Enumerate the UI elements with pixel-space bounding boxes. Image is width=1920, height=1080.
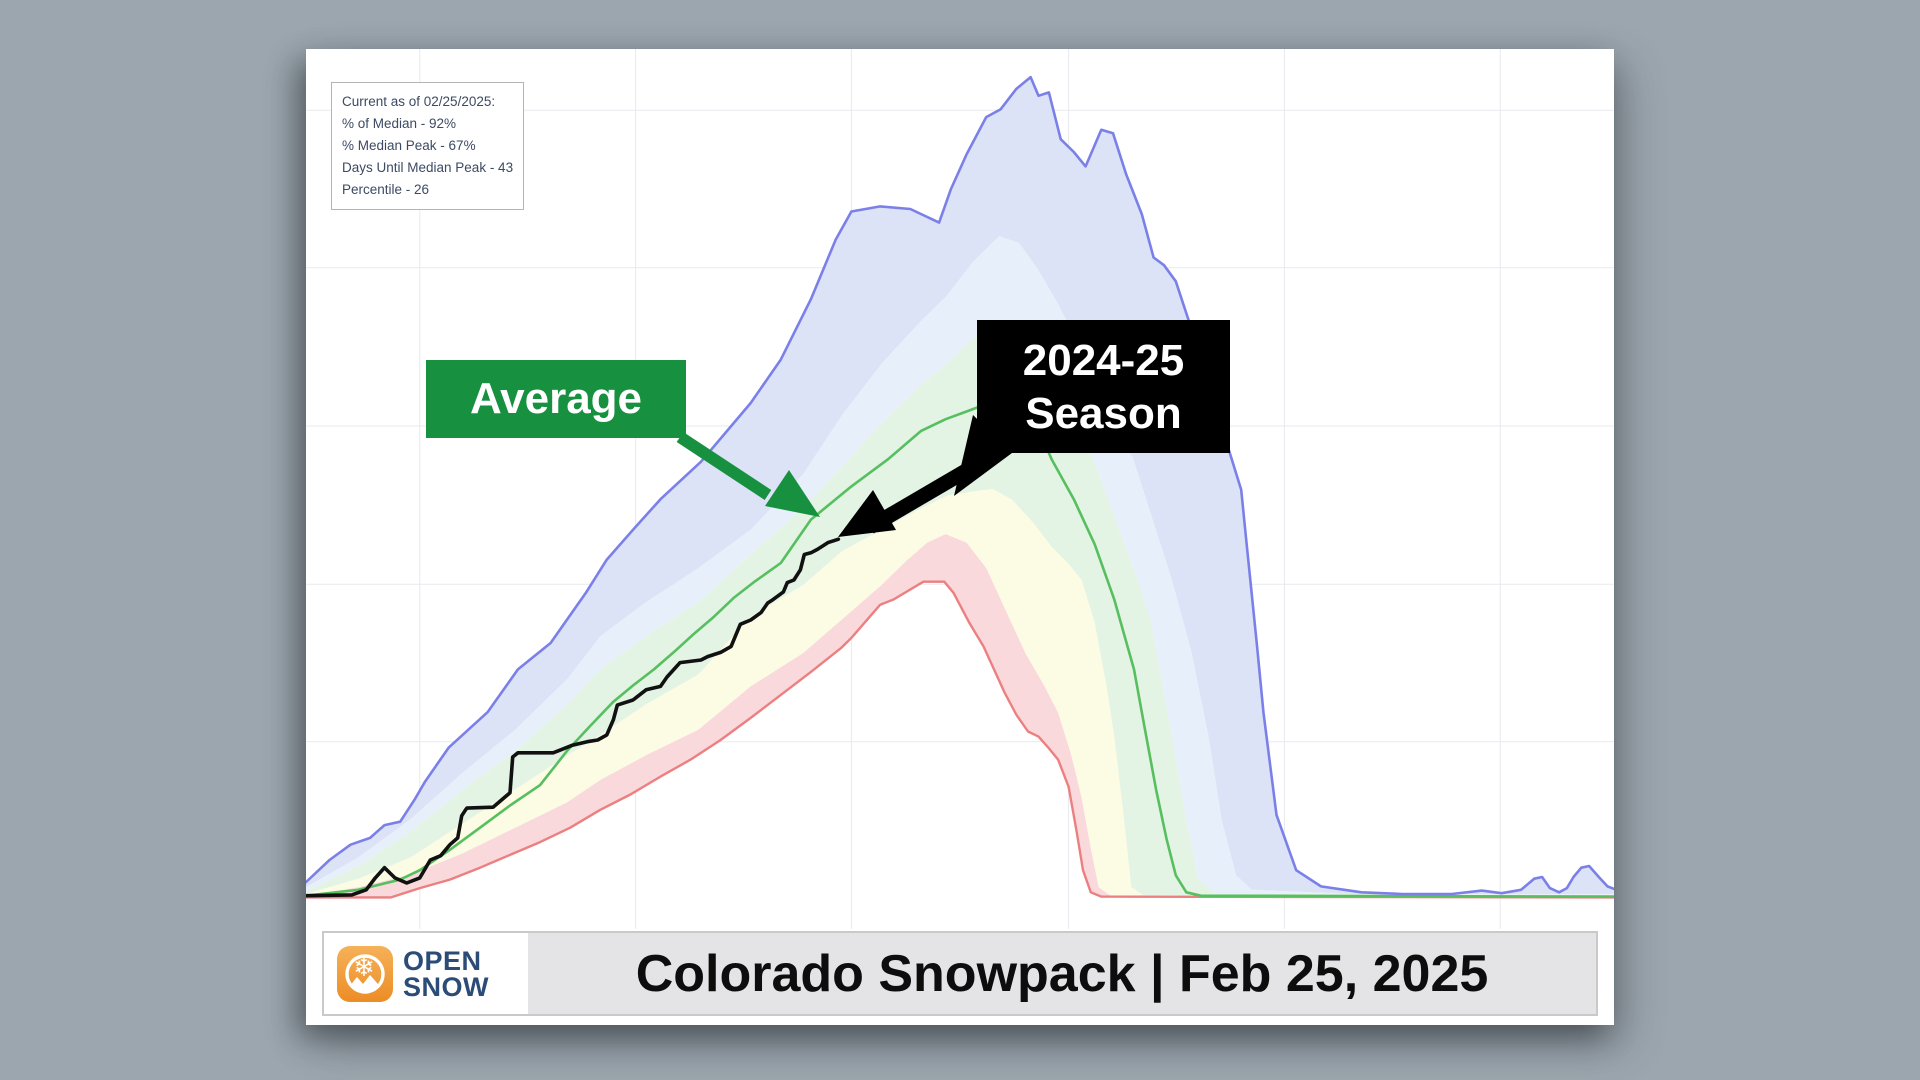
mountain-icon <box>347 974 383 992</box>
opensnow-logo-icon: ❄ <box>337 945 393 1002</box>
info-line-pct-median-peak: % Median Peak - 67% <box>342 138 476 153</box>
season-label: 2024-25 Season <box>977 320 1230 453</box>
footer-title-area: Colorado Snowpack | Feb 25, 2025 <box>528 933 1596 1014</box>
info-line-days-until-peak: Days Until Median Peak - 43 <box>342 160 514 175</box>
footer-bar: ❄ OPEN SNOW Colorado Snowpack | Feb 25, … <box>322 931 1598 1016</box>
chart-panel: Current as of 02/25/2025: % of Median - … <box>306 49 1614 1025</box>
average-arrow <box>676 431 772 501</box>
series-lines <box>306 75 1614 899</box>
info-line-percentile: Percentile - 26 <box>342 182 430 197</box>
snowflake-icon: ❄ <box>353 953 375 983</box>
opensnow-brand: ❄ OPEN SNOW <box>324 933 528 1014</box>
average-arrowhead-icon <box>765 470 820 517</box>
stats-info-box: Current as of 02/25/2025: % of Median - … <box>331 82 525 210</box>
season-arrow <box>866 444 1004 534</box>
chart-title: Colorado Snowpack | Feb 25, 2025 <box>635 944 1489 1003</box>
snowpack-chart <box>306 49 1614 929</box>
brand-line-snow: SNOW <box>403 971 489 1002</box>
average-label: Average <box>426 360 686 438</box>
brand-line-open: OPEN <box>403 945 482 976</box>
info-line-pct-median: % of Median - 92% <box>342 116 457 131</box>
season-arrowhead-icon <box>838 490 896 537</box>
opensnow-wordmark: OPEN SNOW <box>403 945 489 1002</box>
info-line-date: Current as of 02/25/2025: <box>342 94 496 109</box>
